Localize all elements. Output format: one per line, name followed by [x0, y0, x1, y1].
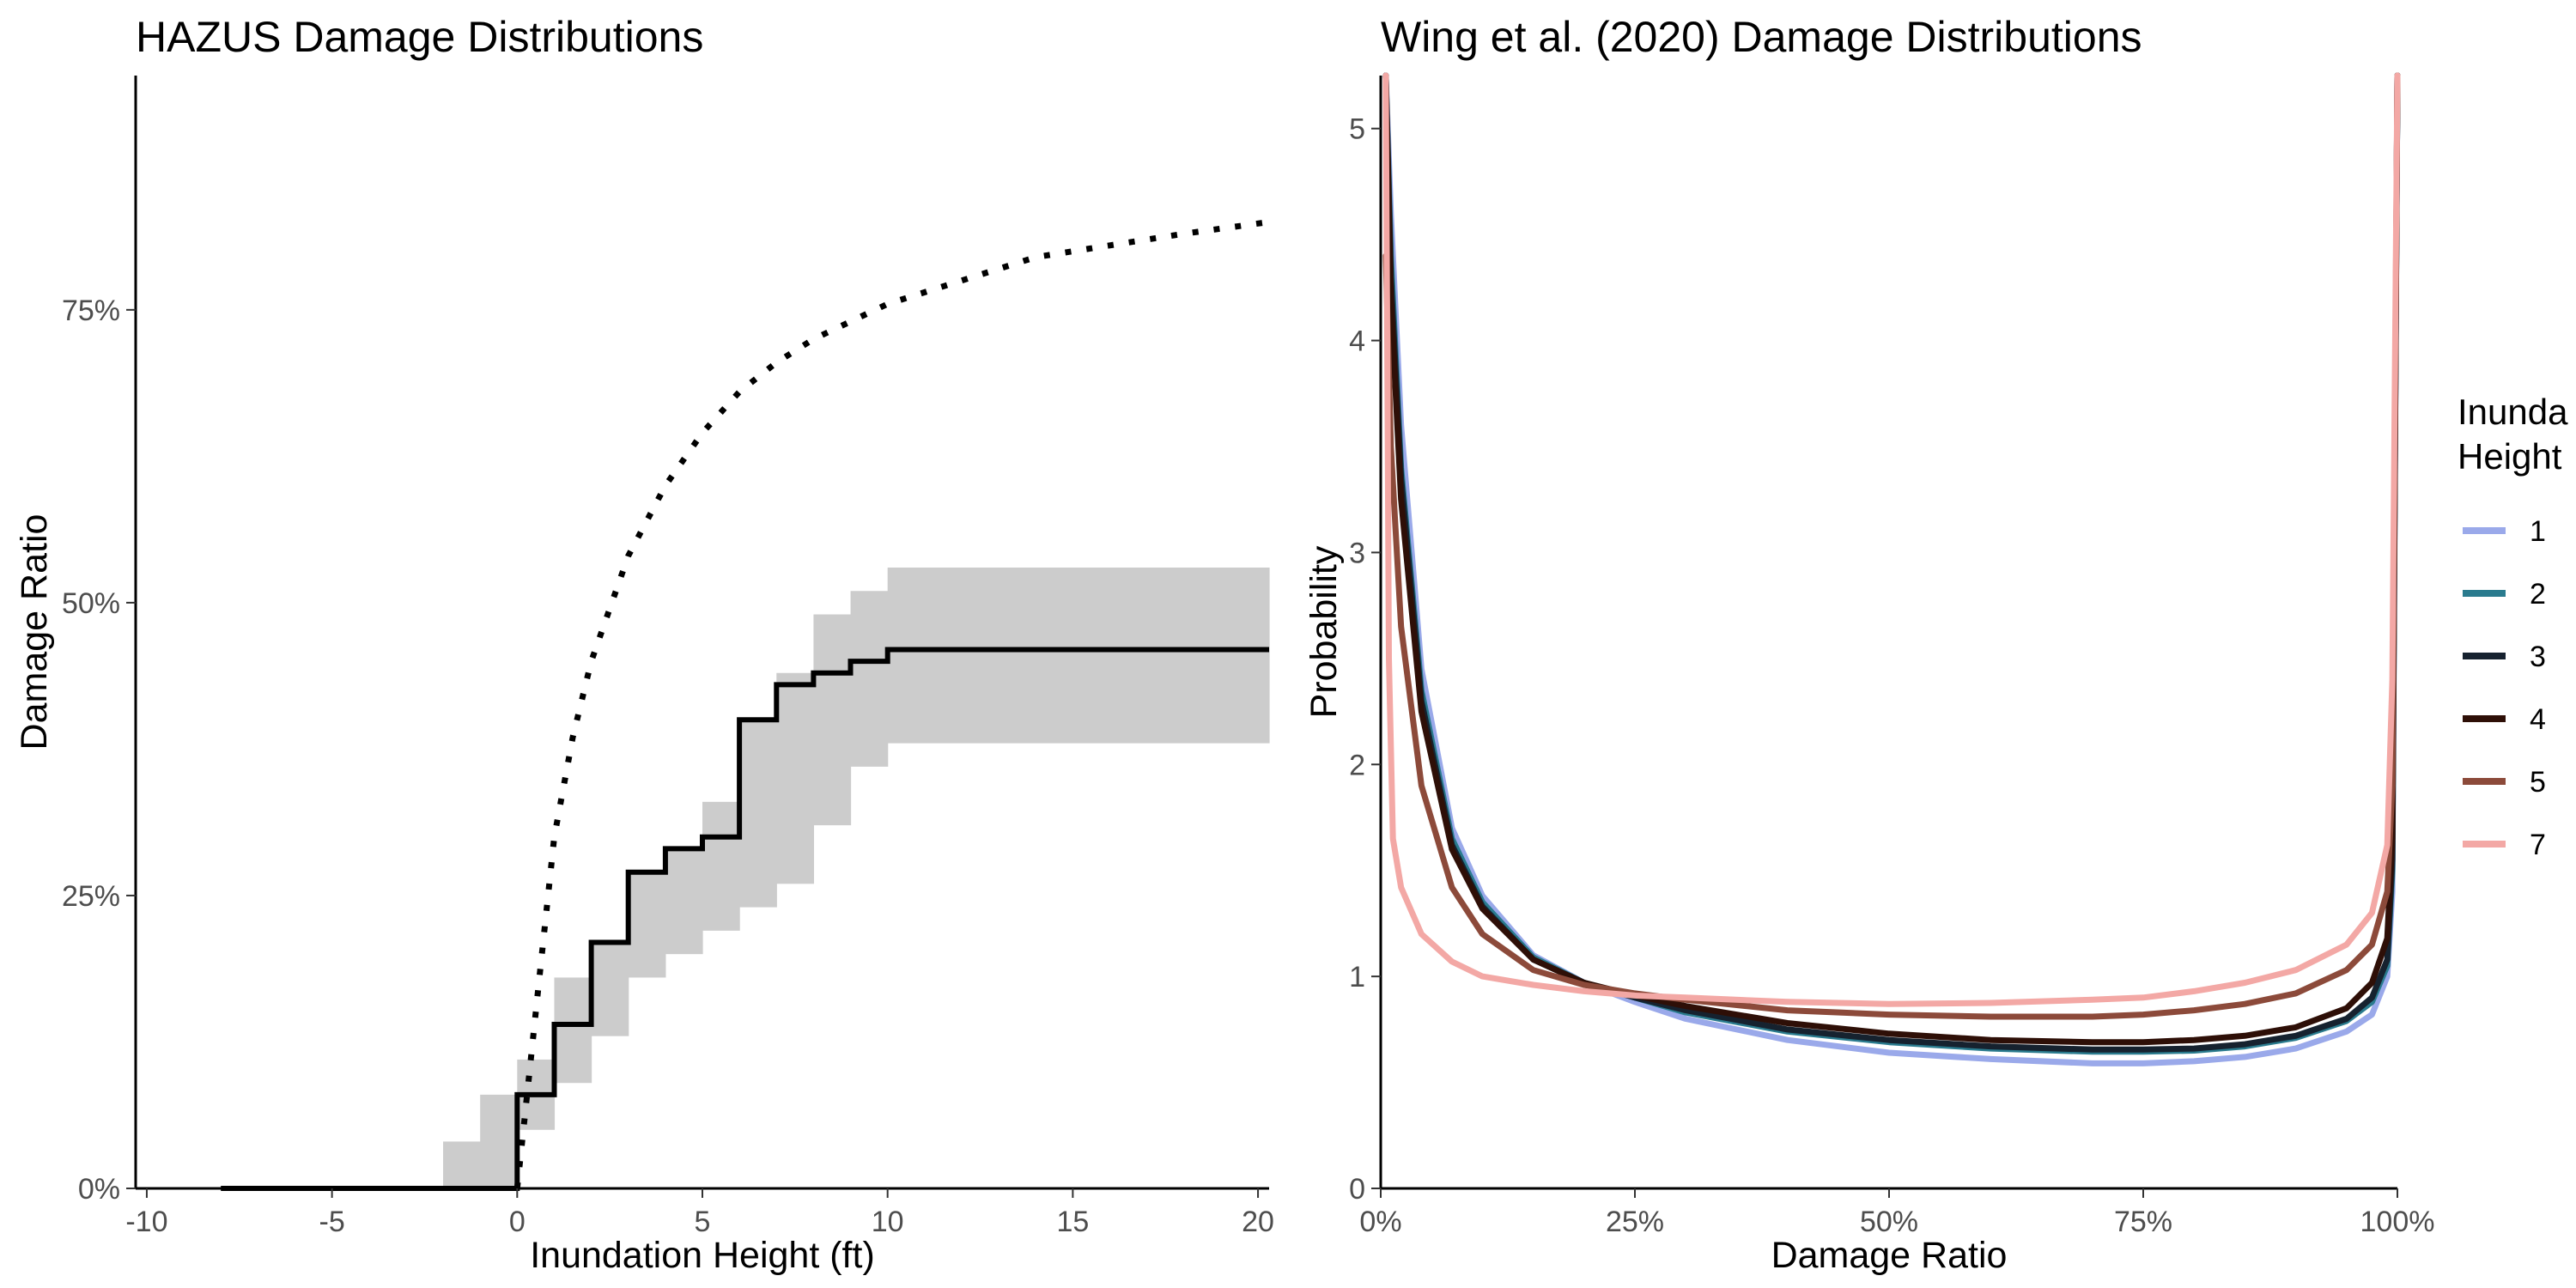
x-tick-label: 15 — [1056, 1206, 1089, 1238]
series-line-3 — [1382, 72, 2401, 1053]
y-tick-label: 25% — [62, 880, 120, 913]
legend-label: 1 — [2530, 515, 2546, 548]
series-line-7 — [1382, 72, 2401, 1007]
legend-label: 3 — [2530, 641, 2546, 673]
right-x-ticks: 0% 25% 50% 75% 100% — [1359, 1188, 2434, 1238]
series-line-4 — [1382, 72, 2401, 1046]
y-tick-label: 2 — [1349, 749, 1365, 781]
band-segment — [443, 1141, 481, 1188]
left-y-axis-title: Damage Ratio — [14, 514, 55, 750]
series-line-5 — [1382, 72, 2401, 1020]
x-tick-label: 20 — [1242, 1206, 1274, 1238]
right-series-lines — [1382, 72, 2401, 1066]
left-x-ticks: -10 -5 0 5 10 15 20 — [125, 1188, 1274, 1238]
legend-label: 4 — [2530, 703, 2546, 736]
right-y-ticks: 0 1 2 3 4 5 — [1349, 113, 1381, 1206]
legend-item-7: 7 — [2463, 829, 2546, 861]
left-y-ticks: 0% 25% 50% 75% — [62, 295, 136, 1206]
legend-label: 2 — [2530, 578, 2546, 611]
legend-label: 7 — [2530, 829, 2546, 861]
legend-item-3: 3 — [2463, 641, 2546, 673]
right-x-axis-title: Damage Ratio — [1771, 1235, 2008, 1276]
legend-title-line-2: Height — [2458, 436, 2562, 477]
band-segment — [702, 801, 740, 931]
legend-item-4: 4 — [2463, 703, 2546, 736]
y-tick-label: 3 — [1349, 537, 1365, 569]
y-tick-label: 0% — [78, 1173, 120, 1206]
band-segment — [813, 614, 852, 826]
x-tick-label: 100% — [2360, 1206, 2435, 1238]
series-line-2 — [1382, 72, 2401, 1055]
band-segment — [739, 720, 777, 908]
legend-items: 1 2 3 4 5 7 — [2463, 515, 2546, 861]
x-tick-label: 5 — [695, 1206, 711, 1238]
x-tick-label: 0 — [509, 1206, 526, 1238]
x-tick-label: 50% — [1860, 1206, 1918, 1238]
legend-label: 5 — [2530, 766, 2546, 799]
legend-item-2: 2 — [2463, 578, 2546, 611]
x-tick-label: -10 — [125, 1206, 167, 1238]
legend-item-1: 1 — [2463, 515, 2546, 548]
right-chart-title: Wing et al. (2020) Damage Distributions — [1381, 13, 2142, 61]
left-uncertainty-band — [443, 567, 1270, 1188]
y-tick-label: 1 — [1349, 961, 1365, 993]
left-chart-title: HAZUS Damage Distributions — [136, 13, 703, 61]
x-tick-label: 25% — [1606, 1206, 1664, 1238]
band-segment — [480, 1094, 518, 1188]
y-tick-label: 4 — [1349, 325, 1365, 358]
band-segment — [554, 977, 592, 1084]
band-segment — [628, 872, 666, 978]
left-series-lines — [221, 219, 1270, 1191]
right-y-axis-title: Probability — [1303, 545, 1345, 718]
y-tick-label: 5 — [1349, 113, 1365, 146]
band-segment — [887, 567, 1270, 744]
series-line-1 — [1382, 72, 2401, 1066]
y-tick-label: 75% — [62, 295, 120, 327]
x-tick-label: -5 — [319, 1206, 345, 1238]
legend: Inunda Height 1 2 3 4 5 7 — [2458, 392, 2568, 861]
left-panel: HAZUS Damage Distributions -10 -5 0 5 10 15 20… — [14, 13, 1274, 1276]
legend-title-line-1: Inunda — [2458, 392, 2568, 432]
x-tick-label: 75% — [2114, 1206, 2172, 1238]
band-segment — [665, 848, 703, 955]
band-segment — [850, 591, 889, 767]
x-tick-label: 10 — [872, 1206, 904, 1238]
y-tick-label: 0 — [1349, 1173, 1365, 1206]
left-x-axis-title: Inundation Height (ft) — [530, 1235, 875, 1276]
band-segment — [591, 942, 629, 1036]
step-line — [221, 647, 1269, 1191]
x-tick-label: 0% — [1359, 1206, 1401, 1238]
right-panel: Wing et al. (2020) Damage Distributions … — [1303, 13, 2434, 1276]
y-tick-label: 50% — [62, 587, 120, 620]
band-segment — [776, 672, 815, 884]
legend-item-5: 5 — [2463, 766, 2546, 799]
